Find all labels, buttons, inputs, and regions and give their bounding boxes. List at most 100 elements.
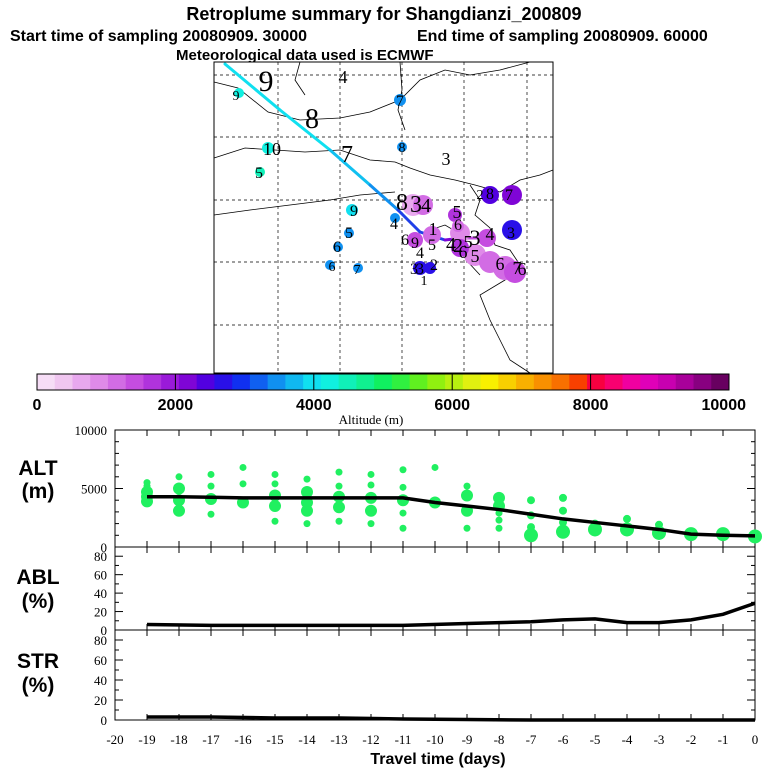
colorbar-swatch <box>533 374 552 390</box>
trajectory-day-number: 9 <box>411 235 419 252</box>
altitude-cluster-dot <box>333 242 343 252</box>
panel-label-abl: ABL <box>16 566 59 589</box>
colorbar-swatch <box>675 374 694 390</box>
trajectory-day-number: 5 <box>428 237 436 254</box>
altitude-bubble <box>524 528 538 543</box>
trajectory-day-number: 4 <box>339 67 348 87</box>
altitude-cluster-dot <box>423 226 441 244</box>
altitude-cluster-dot <box>353 263 363 273</box>
x-tick-label: -8 <box>494 732 505 747</box>
time-series-panels: ALT(m)1000050000ABL(%)806040200STR(%)806… <box>16 423 762 728</box>
trajectory-day-number: 6 <box>454 217 462 234</box>
altitude-bubble <box>207 510 215 518</box>
x-tick-label: -2 <box>686 732 697 747</box>
trajectory-day-number: 2 <box>477 188 484 203</box>
trajectory-day-number: 6 <box>329 260 336 275</box>
trajectory-day-number: 2 <box>453 235 463 257</box>
altitude-bubble <box>271 480 279 488</box>
colorbar-swatch <box>445 374 464 390</box>
colorbar-tick-labels: 0 2000 4000 6000 8000 10000 <box>33 397 747 414</box>
y-tick-label: 20 <box>94 605 107 620</box>
x-tick-label: -5 <box>590 732 601 747</box>
coastline <box>294 61 306 96</box>
panel-unit-alt: (m) <box>22 480 55 503</box>
y-tick-label: 60 <box>94 653 107 668</box>
x-tick-label: -4 <box>622 732 633 747</box>
colorbar-swatch <box>54 374 73 390</box>
colorbar-swatch <box>285 374 304 390</box>
trajectory-day-number: 5 <box>471 246 480 266</box>
altitude-median-line <box>147 494 756 538</box>
altitude-cluster-dot <box>502 185 522 205</box>
x-tick-label: -13 <box>330 732 347 747</box>
colorbar-swatch <box>72 374 91 390</box>
altitude-bubble <box>239 480 247 488</box>
altitude-cluster-dot <box>407 232 423 248</box>
x-tick-label: -9 <box>462 732 473 747</box>
trajectory-day-number: 7 <box>354 263 361 278</box>
colorbar-swatch <box>249 374 269 390</box>
colorbar-tick-label: 10000 <box>702 397 747 414</box>
altitude-bubble <box>365 504 377 517</box>
x-tick-label: -12 <box>362 732 379 747</box>
colorbar-swatch <box>267 374 286 390</box>
panel-str: STR(%) 80 60 40 20 0 <box>17 629 756 728</box>
altitude-bubble <box>335 482 343 490</box>
colorbar-swatch <box>693 374 712 390</box>
altitude-bubble <box>556 524 570 539</box>
map-frame <box>213 61 554 374</box>
trajectory-segment <box>328 148 372 187</box>
panel-label-str: STR <box>17 650 59 673</box>
colorbar-swatch <box>196 374 215 390</box>
altitude-bubble <box>303 475 311 483</box>
travel-time-axis: -20 -19 -18 -17 -16 -15 -14 -13 -12 -11 -10 -9 -8 -7-… <box>106 732 758 747</box>
trajectory-clusters <box>234 88 526 283</box>
colorbar-swatch <box>125 374 144 390</box>
colorbar-swatch <box>232 374 251 390</box>
trajectory-day-number: 8 <box>486 186 494 203</box>
y-tick-label: 80 <box>94 549 107 564</box>
altitude-bubble <box>303 520 311 528</box>
colorbar-swatch <box>409 374 428 390</box>
trajectory-day-number: 3 <box>416 261 424 278</box>
trajectory-day-number: 2 <box>430 257 438 274</box>
trajectory-day-number: 3 <box>442 149 451 169</box>
altitude-bubble <box>463 524 471 532</box>
x-tick-label: -3 <box>654 732 665 747</box>
altitude-bubble <box>399 524 407 532</box>
altitude-cluster-dot <box>502 220 522 240</box>
trajectory-day-number: 4 <box>416 245 424 262</box>
altitude-bubble <box>335 517 343 525</box>
met-data-text: Meteorological data used is ECMWF <box>176 47 434 64</box>
altitude-bubble <box>527 496 535 505</box>
colorbar-swatch <box>427 374 446 390</box>
panel-unit-abl: (%) <box>22 590 55 613</box>
altitude-bubble <box>207 482 215 490</box>
trajectory-day-number: 4 <box>486 224 495 244</box>
colorbar-swatch <box>214 374 233 390</box>
altitude-bubble <box>335 468 343 476</box>
altitude-bubble <box>173 504 185 517</box>
str-fraction-line <box>147 715 755 722</box>
colorbar-swatch <box>90 374 109 390</box>
altitude-cluster-dot <box>255 167 265 177</box>
colorbar-swatch <box>498 374 517 390</box>
altitude-colorbar <box>36 373 730 391</box>
altitude-cluster-dot <box>346 204 358 216</box>
colorbar-swatch <box>640 374 659 390</box>
colorbar-swatch <box>320 374 340 390</box>
x-axis-label: Travel time (days) <box>370 751 505 768</box>
altitude-bubble <box>175 473 183 481</box>
x-tick-label: -15 <box>266 732 283 747</box>
colorbar-swatch <box>37 374 56 390</box>
trajectory-day-number: 8 <box>305 104 319 135</box>
trajectory-day-number: 4 <box>421 195 431 217</box>
x-tick-label: -6 <box>558 732 569 747</box>
x-tick-label: -1 <box>718 732 729 747</box>
trajectory-day-number: 7 <box>513 258 522 278</box>
trajectory-day-number: 10 <box>263 139 281 159</box>
trajectory-day-number: 9 <box>259 65 274 98</box>
trajectory-day-number: 9 <box>233 89 240 104</box>
colorbar-swatch <box>143 374 162 390</box>
altitude-cluster-dot <box>390 213 400 223</box>
